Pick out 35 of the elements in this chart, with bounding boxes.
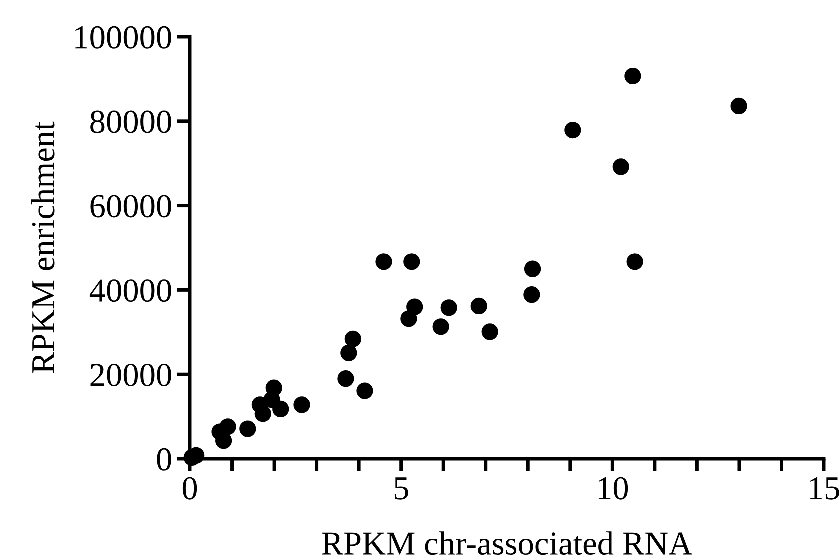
point xyxy=(482,324,498,340)
point xyxy=(612,158,630,176)
point xyxy=(376,254,392,270)
point xyxy=(220,418,236,436)
point xyxy=(524,260,542,278)
point xyxy=(432,318,450,336)
point xyxy=(344,330,362,348)
point xyxy=(340,344,358,362)
x-tick-label: 0 xyxy=(182,477,198,500)
y-tick-label: 0 xyxy=(157,448,172,471)
point xyxy=(624,68,642,85)
point xyxy=(254,406,272,422)
point xyxy=(240,420,256,438)
point xyxy=(440,300,458,316)
x-tick-label: 5 xyxy=(394,478,408,500)
point xyxy=(272,400,290,418)
y-tick-label: 60000 xyxy=(90,195,172,218)
y-tick-label: 100000 xyxy=(76,26,172,49)
y-tick-label: 80000 xyxy=(90,110,172,134)
y-axis-title: RPKM enrichment xyxy=(31,122,55,374)
y-tick-label: 40000 xyxy=(90,280,172,302)
point xyxy=(356,382,374,400)
point xyxy=(470,298,488,315)
point xyxy=(338,370,354,388)
point xyxy=(626,254,644,270)
point xyxy=(404,254,420,270)
point xyxy=(730,98,748,115)
point xyxy=(564,122,582,139)
point xyxy=(400,310,418,328)
x-axis-title: RPKM chr-associated RNA xyxy=(322,532,692,556)
x-tick-label: 10 xyxy=(598,477,628,500)
x-tick-label: 15 xyxy=(810,477,840,500)
y-tick-label: 20000 xyxy=(90,364,172,386)
point xyxy=(524,286,540,304)
point xyxy=(294,396,310,414)
